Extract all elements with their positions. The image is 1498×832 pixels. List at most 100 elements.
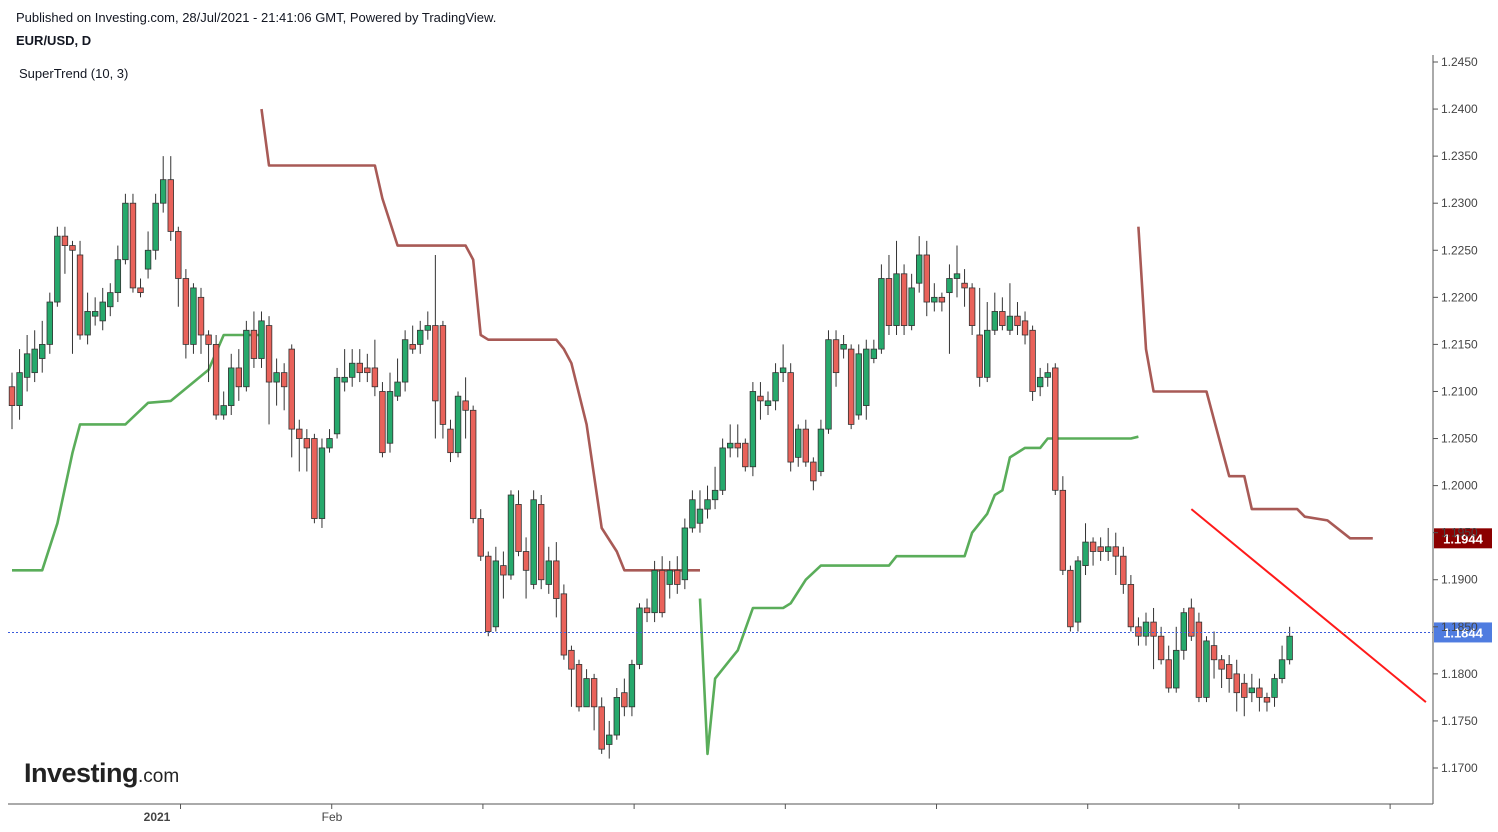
candle — [1021, 311, 1029, 345]
candle — [870, 339, 878, 364]
candle-down — [900, 273, 908, 326]
candle — [1180, 607, 1187, 660]
candle-up — [916, 254, 923, 284]
candle-up — [545, 560, 552, 585]
candle — [628, 659, 636, 717]
last-price-badge — [1434, 622, 1492, 643]
candle — [560, 584, 568, 660]
candle — [469, 405, 477, 524]
price-tick-label: 1.1850 — [1441, 620, 1478, 634]
candle — [348, 349, 356, 387]
overlays: 1.1944 1.1844 — [8, 508, 1492, 703]
candle-down — [280, 372, 288, 388]
candle-down — [1263, 697, 1271, 703]
candle-down — [1188, 607, 1195, 637]
candle — [401, 330, 409, 392]
supertrend-up-line — [698, 435, 1139, 756]
candle — [197, 287, 205, 354]
candle — [1150, 607, 1157, 670]
supertrend-value-badge-label: 1.1944 — [1443, 531, 1484, 546]
candle — [190, 283, 197, 354]
candle — [916, 236, 923, 293]
candle-down — [553, 560, 560, 599]
candle-up — [666, 569, 673, 585]
candle-down — [205, 334, 212, 345]
candle — [39, 320, 46, 373]
candle — [364, 353, 371, 383]
candle-up — [417, 329, 424, 345]
candle-up — [39, 343, 46, 359]
candle — [107, 283, 114, 317]
candle — [863, 339, 870, 420]
candle-up — [946, 278, 953, 294]
candle-up — [636, 607, 643, 665]
candle-up — [1105, 546, 1112, 552]
candle — [885, 254, 893, 335]
candle-up — [31, 348, 38, 374]
candle-down — [379, 391, 386, 454]
candle — [356, 349, 363, 383]
candle-up — [772, 372, 779, 402]
candle-up — [1271, 678, 1278, 698]
candle-up — [1248, 687, 1256, 694]
candle-up — [719, 447, 726, 491]
candle-down — [288, 348, 295, 430]
candle-up — [1173, 649, 1180, 689]
candle-up — [613, 697, 620, 736]
candle-down — [469, 409, 477, 519]
candle — [583, 669, 590, 708]
candle-down — [1218, 659, 1225, 670]
price-tick-label: 1.2250 — [1441, 243, 1478, 257]
candle-down — [485, 555, 492, 632]
indicator-label: SuperTrend (10, 3) — [19, 66, 129, 81]
candle-down — [175, 231, 182, 279]
candle-down — [356, 362, 363, 374]
candle — [931, 283, 938, 312]
candle-up — [1286, 635, 1293, 661]
candle-down — [1150, 621, 1157, 637]
candle-up — [341, 376, 348, 383]
candle-down — [303, 438, 311, 449]
candle-down — [1210, 645, 1218, 661]
candle-up — [144, 249, 152, 270]
candle — [137, 278, 144, 298]
price-tick-label: 1.1700 — [1441, 761, 1478, 775]
candle — [689, 490, 696, 533]
candle — [643, 598, 651, 623]
candle-up — [46, 301, 53, 345]
candle — [1263, 692, 1271, 712]
candle-up — [424, 325, 431, 331]
candle-up — [114, 259, 122, 294]
candle-down — [1052, 367, 1059, 491]
candle — [1112, 532, 1119, 576]
candle-up — [1006, 315, 1014, 331]
candle — [1233, 659, 1240, 712]
candle-up — [122, 202, 129, 261]
candle — [424, 311, 431, 340]
candle — [477, 509, 484, 561]
candle — [1105, 527, 1112, 561]
candle — [666, 560, 673, 599]
candle — [1059, 476, 1067, 576]
candle-up — [394, 381, 401, 397]
candle-down — [477, 518, 484, 557]
candle — [212, 334, 220, 420]
candle-up — [764, 400, 772, 406]
candle-down — [311, 438, 318, 519]
candle-up — [23, 353, 31, 378]
candle — [454, 391, 462, 458]
candle — [371, 339, 379, 397]
candle — [76, 240, 84, 340]
candle-up — [454, 395, 462, 454]
candle-down — [621, 692, 628, 708]
candle-down — [447, 428, 454, 454]
candle-up — [825, 339, 832, 430]
candle — [530, 490, 537, 590]
candle-down — [1225, 664, 1233, 679]
candle — [91, 297, 99, 326]
candle — [439, 320, 447, 439]
candle — [606, 720, 613, 759]
supertrend-down-line — [260, 108, 700, 572]
candle — [122, 193, 129, 265]
